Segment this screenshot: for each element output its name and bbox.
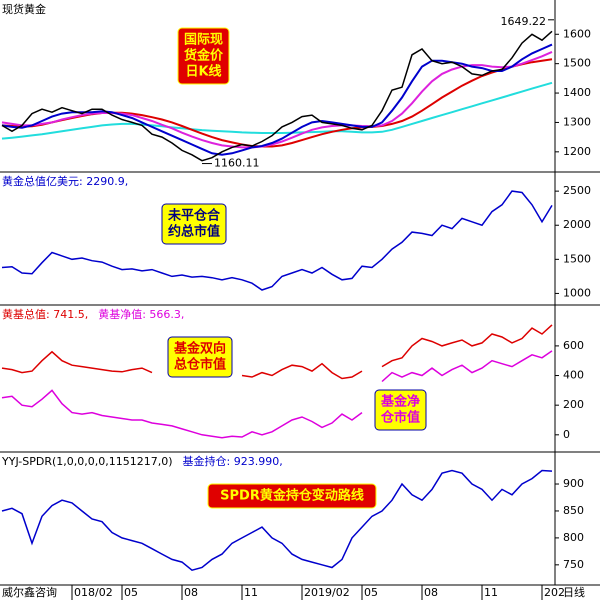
source-label: 威尔鑫咨询 — [2, 585, 57, 599]
annotation-label: 1160.11 — [214, 157, 260, 170]
label-box — [374, 389, 427, 431]
y-tick-label: 0 — [563, 428, 570, 441]
y-tick-label: 200 — [563, 398, 584, 411]
box-text: 货金价 — [184, 48, 224, 64]
series-line — [1, 81, 553, 140]
label-box — [177, 27, 230, 85]
x-tick-label: 05 — [124, 586, 138, 599]
y-tick-label: 400 — [563, 369, 584, 382]
x-tick-label: 11 — [484, 586, 498, 599]
label-box — [207, 483, 377, 509]
series-line — [1, 50, 553, 149]
y-tick-label: 1300 — [563, 115, 591, 128]
annotation-label: 1649.22 — [501, 15, 547, 28]
box-text: 基金双向 — [173, 341, 226, 357]
y-tick-label: 1500 — [563, 252, 591, 265]
y-tick-label: 750 — [563, 558, 584, 571]
x-tick-label: 08 — [424, 586, 438, 599]
y-tick-label: 600 — [563, 339, 584, 352]
series-line — [1, 469, 553, 572]
y-tick-label: 900 — [563, 477, 584, 490]
panel-header: 基金持仓: 923.990, — [183, 454, 283, 468]
box-text: 日K线 — [185, 64, 221, 80]
y-tick-label: 850 — [563, 504, 584, 517]
x-tick-label: 11 — [244, 586, 258, 599]
box-text: 约总市值 — [168, 224, 220, 240]
panel-header: 黄基总值: 741.5, — [2, 307, 88, 321]
x-tick-label: 05 — [364, 586, 378, 599]
y-tick-label: 1400 — [563, 86, 591, 99]
y-tick-label: 1600 — [563, 27, 591, 40]
series-line — [1, 190, 553, 291]
label-box — [167, 336, 233, 378]
y-tick-label: 800 — [563, 531, 584, 544]
x-axis-label: 日线 — [563, 585, 585, 599]
series-line — [1, 324, 553, 380]
panel-header: 黄金总值亿美元: 2290.9, — [2, 174, 128, 188]
x-tick-label: 08 — [184, 586, 198, 599]
box-text: 基金净 — [380, 394, 420, 410]
series-line — [1, 43, 553, 156]
label-box — [161, 203, 227, 245]
y-tick-label: 1500 — [563, 57, 591, 70]
series-line — [1, 30, 553, 162]
box-text: SPDR黄金持仓变动路线 — [220, 488, 364, 504]
y-tick-label: 1200 — [563, 145, 591, 158]
box-text: 仓市值 — [380, 410, 420, 426]
panel-header: 黄基净值: 566.3, — [98, 307, 184, 321]
x-tick-label: 2019/02 — [304, 586, 350, 599]
x-tick-label: 018/02 — [74, 586, 113, 599]
panel-header: 现货黄金 — [2, 2, 46, 16]
y-tick-label: 1000 — [563, 286, 591, 299]
box-text: 总仓市值 — [174, 357, 226, 373]
x-tick-label: 202 — [544, 586, 565, 599]
box-text: 未平仓合 — [167, 208, 221, 224]
series-line — [1, 350, 553, 439]
y-tick-label: 2000 — [563, 218, 591, 231]
y-tick-label: 2500 — [563, 184, 591, 197]
panel-header: YYJ-SPDR(1,0,0,0,0,1151217,0) — [1, 455, 173, 468]
box-text: 国际现 — [184, 33, 223, 48]
